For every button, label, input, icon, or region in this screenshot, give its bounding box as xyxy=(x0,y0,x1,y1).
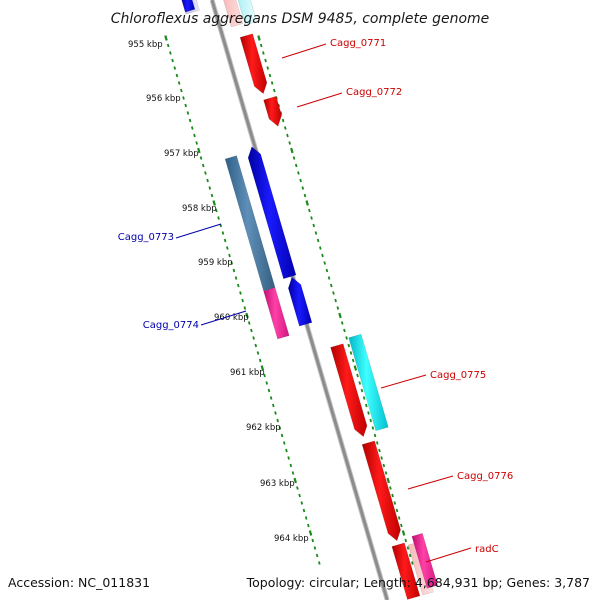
kbp-label: 957 kbp xyxy=(164,149,199,159)
gene-arrow-cagg-0774 xyxy=(287,276,313,327)
gene-arrow-top-blue xyxy=(181,0,196,13)
gene-arrow-cagg-0772 xyxy=(263,95,282,127)
gene-label-cagg-0771: Cagg_0771 xyxy=(330,38,386,49)
gene-arrow-faded-cyan xyxy=(237,0,258,26)
genome-summary-text: Topology: circular; Length: 4,684,931 bp… xyxy=(246,575,590,590)
gene-label-cagg-0776: Cagg_0776 xyxy=(457,471,513,482)
label-connector-cagg-0772 xyxy=(296,92,343,108)
gene-arrow-cagg-0773 xyxy=(247,146,297,280)
label-connector-radc xyxy=(425,547,472,563)
label-connector-cagg-0774 xyxy=(200,310,247,326)
gene-arrow-cagg-0771 xyxy=(239,33,268,95)
label-connector-cagg-0773 xyxy=(175,223,222,239)
kbp-label: 964 kbp xyxy=(274,534,309,544)
kbp-label: 959 kbp xyxy=(198,258,233,268)
gene-label-cagg-0775: Cagg_0775 xyxy=(430,370,486,381)
kbp-label: 960 kbp xyxy=(214,313,249,323)
gene-label-radc: radC xyxy=(475,544,499,555)
gene-label-cagg-0773: Cagg_0773 xyxy=(118,232,174,243)
gene-feature-cagg-0774-pink xyxy=(263,287,290,340)
gene-arrow-radc xyxy=(391,542,421,600)
tick-row-left xyxy=(164,35,321,565)
kbp-label: 955 kbp xyxy=(128,40,163,50)
label-connector-cagg-0775 xyxy=(380,374,427,389)
kbp-label: 963 kbp xyxy=(260,479,295,489)
label-connector-cagg-0771 xyxy=(281,43,327,59)
kbp-label: 962 kbp xyxy=(246,423,281,433)
gene-feature-cagg-0775-cyan xyxy=(348,333,389,432)
gene-feature-radc-pink xyxy=(411,532,438,589)
gene-arrow-cagg-0776 xyxy=(361,440,401,542)
accession-text: Accession: NC_011831 xyxy=(8,575,150,590)
label-connector-cagg-0776 xyxy=(407,475,454,490)
kbp-label: 958 kbp xyxy=(182,204,217,214)
gene-arrow-cagg-0775-red xyxy=(330,343,368,438)
tick-row-right xyxy=(257,35,414,565)
gene-label-cagg-0772: Cagg_0772 xyxy=(346,87,402,98)
gene-arrow-faded-pink xyxy=(223,0,244,28)
map-title: Chloroflexus aggregans DSM 9485, complet… xyxy=(111,11,490,27)
kbp-label: 956 kbp xyxy=(146,94,181,104)
kbp-label: 961 kbp xyxy=(230,368,265,378)
gene-label-cagg-0774: Cagg_0774 xyxy=(143,320,199,331)
